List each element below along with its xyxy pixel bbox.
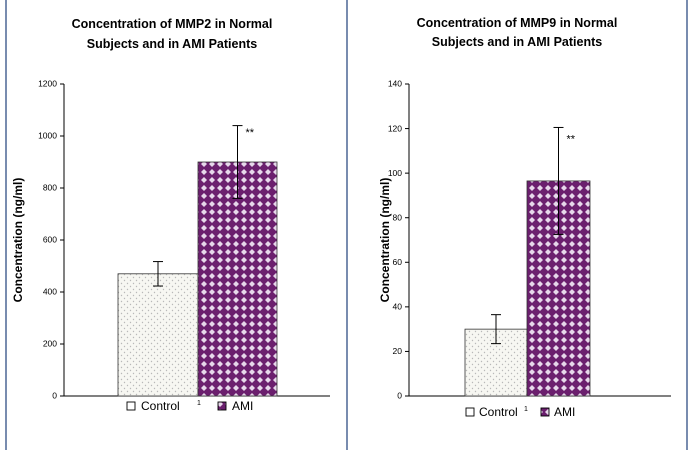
y-tick-label: 120 bbox=[388, 123, 402, 133]
y-tick-label: 1200 bbox=[38, 79, 57, 89]
y-tick-label: 100 bbox=[388, 168, 402, 178]
significance-annotation: ** bbox=[246, 127, 255, 139]
chart-title-line: Concentration of MMP9 in Normal bbox=[417, 16, 618, 30]
legend-swatch-control bbox=[126, 401, 136, 411]
legend-label-ami: AMI bbox=[232, 399, 253, 413]
y-tick-label: 0 bbox=[52, 391, 57, 401]
legend-label-control: Control bbox=[479, 405, 518, 419]
significance-annotation: ** bbox=[567, 133, 576, 145]
y-tick-label: 140 bbox=[388, 79, 402, 89]
legend-label-ami: AMI bbox=[554, 405, 575, 419]
legend-separator: 1 bbox=[524, 406, 528, 413]
chart-title-line: Subjects and in AMI Patients bbox=[87, 37, 257, 51]
y-tick-label: 200 bbox=[43, 339, 57, 349]
bar-control bbox=[117, 273, 199, 397]
y-axis-label: Concentration (ng/ml) bbox=[11, 178, 25, 303]
legend-label-control: Control bbox=[141, 399, 180, 413]
y-tick-label: 0 bbox=[397, 391, 402, 401]
chart-mmp9: Concentration of MMP9 in Normal Subjects … bbox=[378, 16, 671, 419]
y-tick-label: 80 bbox=[393, 212, 403, 222]
y-tick-label: 600 bbox=[43, 235, 57, 245]
chart-mmp2: Concentration of MMP2 in Normal Subjects … bbox=[11, 17, 330, 413]
chart-title-line: Concentration of MMP2 in Normal bbox=[72, 17, 273, 31]
legend-swatch-control bbox=[465, 407, 475, 417]
legend-swatch-ami bbox=[540, 407, 550, 417]
panel-borders bbox=[5, 0, 688, 450]
legend-swatch-ami bbox=[217, 401, 227, 411]
y-tick-label: 1000 bbox=[38, 131, 57, 141]
y-tick-label: 400 bbox=[43, 287, 57, 297]
y-tick-label: 800 bbox=[43, 183, 57, 193]
bar-ami bbox=[197, 161, 278, 397]
y-axis-label: Concentration (ng/ml) bbox=[378, 178, 392, 303]
y-tick-label: 60 bbox=[393, 257, 403, 267]
y-tick-label: 20 bbox=[393, 346, 403, 356]
y-tick-label: 40 bbox=[393, 302, 403, 312]
legend-separator: 1 bbox=[197, 400, 201, 407]
chart-title-line: Subjects and in AMI Patients bbox=[432, 35, 602, 49]
